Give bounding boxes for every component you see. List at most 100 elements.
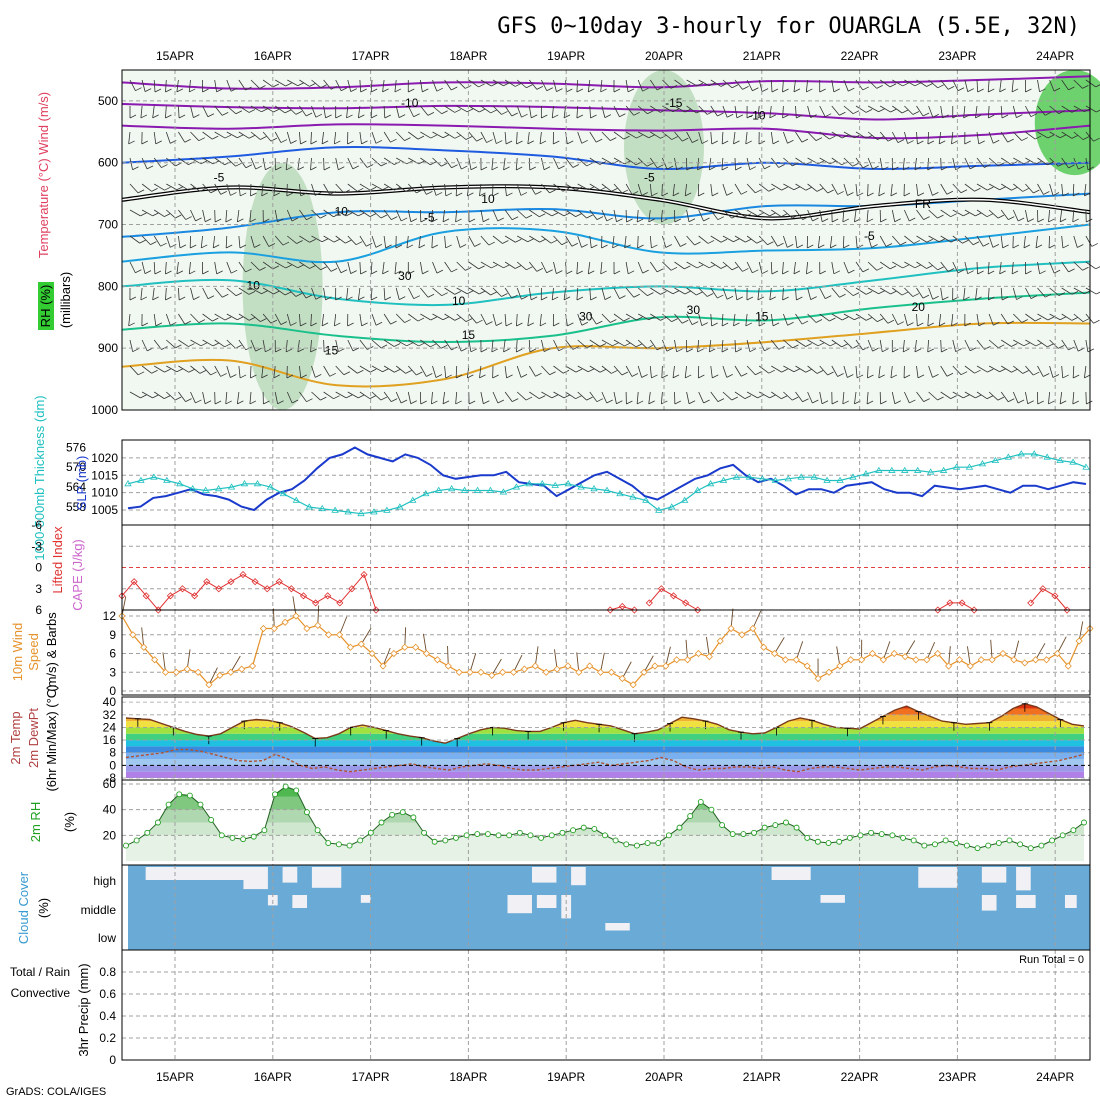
rh-point: [804, 834, 811, 841]
wind-barb-flag: [796, 244, 804, 249]
wind-barb: [1035, 643, 1046, 660]
lifted-index-point: [336, 599, 344, 607]
wind-barb: [576, 79, 579, 92]
wind-barb: [310, 339, 312, 352]
lifted-index-point: [324, 592, 332, 600]
wind-barb-flag: [454, 134, 461, 139]
wind-barb-flag: [325, 114, 332, 119]
thickness-point: [473, 486, 482, 493]
wind-barb-flag: [656, 86, 664, 91]
wind-barb-flag: [768, 187, 775, 192]
wind-barb: [577, 183, 589, 191]
wind-barb-flag: [927, 166, 934, 171]
wind-barb-flag: [320, 84, 327, 89]
wind-barb-flag: [420, 400, 427, 405]
wind-barb-flag: [400, 399, 408, 404]
wind-barb: [976, 157, 985, 168]
wind-barb-flag: [441, 292, 448, 297]
wind-barb-flag: [963, 296, 970, 301]
wind-barb-flag: [296, 240, 303, 244]
wind-barb-flag: [176, 186, 184, 191]
y-axis-label: 10m Wind: [10, 623, 25, 682]
lifted-index-point: [606, 606, 614, 614]
rh-point: [1081, 819, 1087, 826]
wind-barb: [165, 235, 171, 248]
wind-barb-flag: [286, 374, 294, 379]
wind-barb-flag: [496, 140, 503, 144]
wind-barb-flag: [688, 400, 696, 405]
wind-barb: [323, 183, 330, 195]
wind-barb-flag: [624, 342, 631, 347]
wind-barb: [891, 391, 896, 404]
wind-barb: [928, 391, 938, 401]
lifted-index-line: [121, 573, 377, 611]
wind-speed-point: [999, 649, 1007, 658]
wind-barb: [563, 287, 566, 300]
wind-barb-flag: [400, 217, 408, 222]
wind-barb: [987, 287, 990, 301]
wind-barb-flag: [456, 192, 463, 197]
wind-barb-flag: [478, 83, 485, 88]
wind-barb: [286, 391, 293, 404]
wind-barb-flag: [503, 264, 510, 269]
wind-barb-flag: [626, 218, 633, 223]
wind-speed-point: [1032, 656, 1040, 664]
wind-barb-flag: [366, 164, 374, 168]
wind-barb-flag: [315, 113, 323, 118]
wind-barb: [649, 157, 658, 169]
wind-barb: [468, 131, 477, 142]
wind-barb-flag: [237, 400, 244, 405]
wind-barb: [759, 209, 770, 217]
precip-tick-label: 0.8: [99, 965, 116, 979]
wind-barb: [359, 183, 371, 191]
wind-barb-flag: [459, 244, 467, 248]
wind-barb: [541, 365, 550, 376]
wind-barb: [178, 365, 189, 373]
wind-barb-flag: [1058, 292, 1066, 296]
wind-barb-flag: [1068, 86, 1075, 91]
wind-barb: [963, 105, 966, 118]
wind-barb-flag: [343, 371, 351, 376]
wind-barb-flag: [975, 114, 982, 119]
wind-barb-flag: [917, 140, 924, 145]
wind-barb: [274, 391, 278, 404]
wind-barb-flag: [672, 192, 680, 197]
wind-barb: [141, 235, 151, 245]
wind-barb-flag: [866, 400, 874, 405]
wind-barb: [407, 105, 415, 117]
rh-point: [272, 791, 278, 798]
wind-barb-flag: [310, 348, 317, 353]
wind-barb-flag: [306, 216, 313, 221]
wind-barb-flag: [880, 400, 887, 405]
lifted-index-point: [154, 606, 162, 614]
wind-barb-flag: [1059, 400, 1067, 405]
wind-barb: [1056, 636, 1067, 654]
wind-barb: [770, 79, 773, 93]
wind-barb: [770, 313, 774, 326]
wind-barb: [987, 79, 990, 92]
wind-barb-flag: [1035, 160, 1043, 165]
wind-barb-flag: [720, 83, 728, 87]
wind-barb: [601, 365, 612, 374]
wind-barb: [757, 105, 760, 118]
wind-barb-flag: [917, 192, 925, 197]
wind-barb: [310, 313, 312, 327]
wind-barb: [432, 365, 437, 378]
wind-barb: [420, 287, 429, 298]
wind-barb: [190, 131, 200, 141]
wind-barb: [698, 391, 704, 404]
wind-barb-flag: [1027, 218, 1034, 223]
wind-barb-flag: [1037, 400, 1044, 405]
wind-barb: [226, 183, 231, 196]
wind-barb: [625, 339, 637, 348]
wind-barb: [347, 261, 352, 274]
rh-point: [974, 845, 981, 852]
wind-barb-flag: [222, 293, 229, 298]
wind-barb: [649, 183, 652, 196]
wind-barb-flag: [975, 394, 982, 399]
wind-tick-label: 9: [109, 628, 116, 642]
wind-barb: [589, 209, 598, 220]
rh-point: [282, 783, 289, 790]
wind-barb: [734, 235, 746, 243]
wind-barb-flag: [451, 164, 458, 169]
